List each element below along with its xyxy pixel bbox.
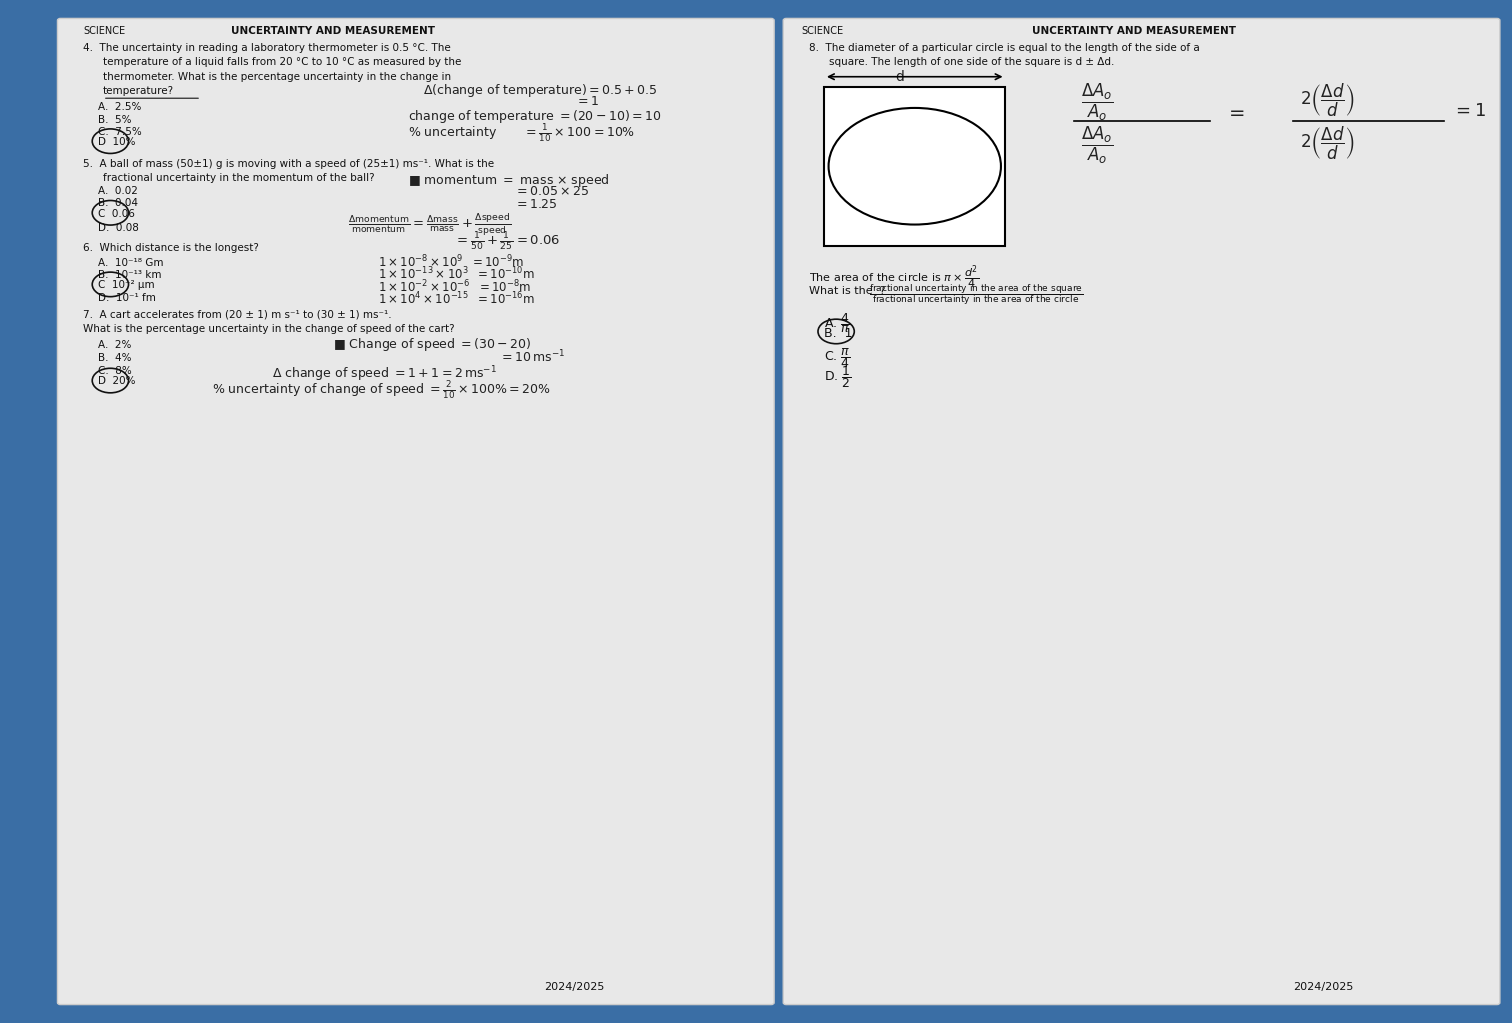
Text: $2\left(\dfrac{\Delta d}{d}\right)$: $2\left(\dfrac{\Delta d}{d}\right)$ — [1300, 125, 1355, 162]
Text: SCIENCE: SCIENCE — [801, 26, 844, 36]
Text: D. $\dfrac{1}{2}$: D. $\dfrac{1}{2}$ — [824, 364, 851, 390]
Text: C  10⁻² μm: C 10⁻² μm — [98, 280, 154, 291]
Text: A.  2%: A. 2% — [98, 340, 132, 350]
Text: $= 1$: $= 1$ — [1452, 102, 1485, 121]
Text: $\dfrac{\mathrm{fractional\ uncertainty\ in\ the\ area\ of\ the\ square}}{\mathr: $\dfrac{\mathrm{fractional\ uncertainty\… — [869, 282, 1084, 307]
Text: 5.  A ball of mass (50±1) g is moving with a speed of (25±1) ms⁻¹. What is the: 5. A ball of mass (50±1) g is moving wit… — [83, 159, 494, 169]
Text: $\dfrac{\Delta A_o}{A_o}$: $\dfrac{\Delta A_o}{A_o}$ — [1081, 82, 1113, 123]
FancyBboxPatch shape — [57, 18, 774, 1005]
Text: D.  0.08: D. 0.08 — [98, 223, 139, 233]
Text: 4.  The uncertainty in reading a laboratory thermometer is 0.5 °C. The: 4. The uncertainty in reading a laborato… — [83, 43, 451, 53]
Text: B.  5%: B. 5% — [98, 115, 132, 125]
Text: $\dfrac{\Delta A_o}{A_o}$: $\dfrac{\Delta A_o}{A_o}$ — [1081, 125, 1113, 166]
Text: $= 1.25$: $= 1.25$ — [514, 198, 558, 212]
Text: $= 10 \, \mathrm{ms}^{-1}$: $= 10 \, \mathrm{ms}^{-1}$ — [499, 349, 565, 365]
Text: $\Delta$ change of speed $= 1+1 = 2 \, \mathrm{ms}^{-1}$: $\Delta$ change of speed $= 1+1 = 2 \, \… — [272, 364, 497, 384]
FancyBboxPatch shape — [783, 18, 1500, 1005]
Text: temperature?: temperature? — [103, 86, 174, 96]
Text: What is the  ?: What is the ? — [809, 286, 886, 297]
Text: C  0.06: C 0.06 — [98, 209, 135, 219]
Text: square. The length of one side of the square is d ± Δd.: square. The length of one side of the sq… — [829, 57, 1114, 68]
Text: D  20%: D 20% — [98, 376, 136, 387]
Text: d: d — [895, 70, 904, 84]
Text: B.  1: B. 1 — [824, 327, 853, 341]
Text: % uncertainty       $= \frac{1}{10} \times 100 = 10\%$: % uncertainty $= \frac{1}{10} \times 100… — [408, 122, 635, 143]
Text: $\Delta$(change of temperature)$=0.5+0.5$: $\Delta$(change of temperature)$=0.5+0.5… — [423, 82, 658, 99]
Text: $1 \times 10^{-8} \times 10^{9}$  $= 10^{-9}$m: $1 \times 10^{-8} \times 10^{9}$ $= 10^{… — [378, 254, 525, 270]
Text: A.  10⁻¹⁸ Gm: A. 10⁻¹⁸ Gm — [98, 258, 163, 268]
Text: SCIENCE: SCIENCE — [83, 26, 125, 36]
Text: $= 1$: $= 1$ — [575, 95, 599, 108]
Text: C.  8%: C. 8% — [98, 366, 132, 376]
Bar — [824, 87, 1005, 246]
Text: $= 0.05 \times 25$: $= 0.05 \times 25$ — [514, 185, 590, 198]
Text: C.  7.5%: C. 7.5% — [98, 127, 142, 137]
Text: 7.  A cart accelerates from (20 ± 1) m s⁻¹ to (30 ± 1) ms⁻¹.: 7. A cart accelerates from (20 ± 1) m s⁻… — [83, 310, 392, 320]
Text: $=$: $=$ — [1225, 102, 1244, 122]
Text: A.  2.5%: A. 2.5% — [98, 102, 142, 113]
Text: $\frac{\Delta \mathrm{momentum}}{\mathrm{momentum}} = \frac{\Delta \mathrm{mass}: $\frac{\Delta \mathrm{momentum}}{\mathrm… — [348, 212, 511, 238]
Text: B.  0.04: B. 0.04 — [98, 198, 138, 209]
Text: UNCERTAINTY AND MEASUREMENT: UNCERTAINTY AND MEASUREMENT — [1033, 26, 1235, 36]
Text: The area of the circle is $\pi \times \dfrac{d^2}{4}$: The area of the circle is $\pi \times \d… — [809, 264, 980, 292]
Text: $\blacksquare$ momentum $=$ mass $\times$ speed: $\blacksquare$ momentum $=$ mass $\times… — [408, 172, 609, 189]
Text: UNCERTAINTY AND MEASUREMENT: UNCERTAINTY AND MEASUREMENT — [231, 26, 434, 36]
Text: 6.  Which distance is the longest?: 6. Which distance is the longest? — [83, 243, 259, 254]
Text: D.  10⁻¹ fm: D. 10⁻¹ fm — [98, 293, 156, 303]
Text: thermometer. What is the percentage uncertainty in the change in: thermometer. What is the percentage unce… — [103, 72, 451, 82]
Text: A.  0.02: A. 0.02 — [98, 186, 138, 196]
Text: $1 \times 10^{4} \times 10^{-15}$  $= 10^{-16}$m: $1 \times 10^{4} \times 10^{-15}$ $= 10^… — [378, 291, 535, 307]
Text: D  10%: D 10% — [98, 137, 136, 147]
Text: $2\left(\dfrac{\Delta d}{d}\right)$: $2\left(\dfrac{\Delta d}{d}\right)$ — [1300, 82, 1355, 119]
Text: 2024/2025: 2024/2025 — [1293, 982, 1353, 992]
Text: B.  4%: B. 4% — [98, 353, 132, 363]
Text: C. $\dfrac{\pi}{4}$: C. $\dfrac{\pi}{4}$ — [824, 346, 851, 369]
Text: $= \frac{1}{50} + \frac{1}{25} = 0.06$: $= \frac{1}{50} + \frac{1}{25} = 0.06$ — [454, 231, 559, 254]
Text: B.  10⁻¹³ km: B. 10⁻¹³ km — [98, 270, 162, 280]
Text: What is the percentage uncertainty in the change of speed of the cart?: What is the percentage uncertainty in th… — [83, 324, 455, 335]
Text: A. $\dfrac{4}{\pi}$: A. $\dfrac{4}{\pi}$ — [824, 311, 850, 335]
Text: change of temperature $=(20-10)=10$: change of temperature $=(20-10)=10$ — [408, 108, 662, 126]
Text: $\blacksquare$ Change of speed $= (30-20)$: $\blacksquare$ Change of speed $= (30-20… — [333, 336, 531, 353]
Text: % uncertainty of change of speed $= \frac{2}{10} \times 100\% = 20\%$: % uncertainty of change of speed $= \fra… — [212, 380, 550, 401]
Text: $1 \times 10^{-2} \times 10^{-6}$  $= 10^{-8}$m: $1 \times 10^{-2} \times 10^{-6}$ $= 10^… — [378, 278, 531, 295]
Text: fractional uncertainty in the momentum of the ball?: fractional uncertainty in the momentum o… — [103, 173, 375, 183]
Text: temperature of a liquid falls from 20 °C to 10 °C as measured by the: temperature of a liquid falls from 20 °C… — [103, 57, 461, 68]
Text: 2024/2025: 2024/2025 — [544, 982, 605, 992]
Text: $1 \times 10^{-13} \times 10^{3}$  $= 10^{-10}$m: $1 \times 10^{-13} \times 10^{3}$ $= 10^… — [378, 266, 535, 282]
Text: 8.  The diameter of a particular circle is equal to the length of the side of a: 8. The diameter of a particular circle i… — [809, 43, 1199, 53]
